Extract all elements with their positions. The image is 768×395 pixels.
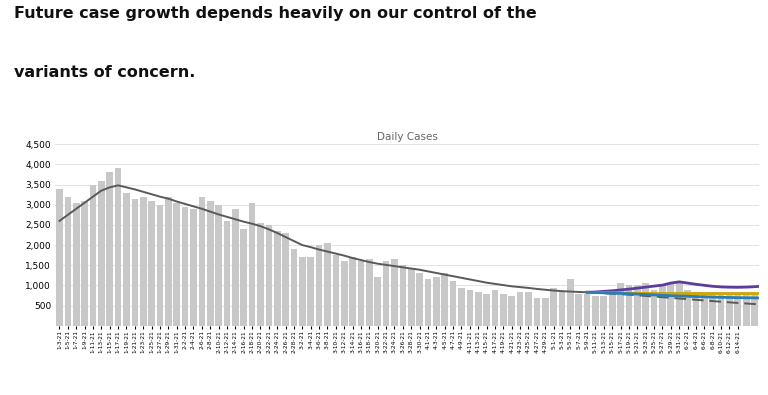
Bar — [399, 265, 406, 326]
Bar — [81, 201, 88, 326]
Bar — [726, 293, 733, 326]
Bar — [223, 221, 230, 326]
Bar — [374, 277, 381, 326]
Bar — [207, 201, 214, 326]
Bar — [601, 295, 607, 326]
Bar — [718, 293, 724, 326]
Bar — [659, 286, 666, 326]
Bar — [433, 277, 440, 326]
Text: variants of concern.: variants of concern. — [14, 65, 195, 80]
Bar — [500, 293, 507, 326]
Bar — [215, 205, 222, 326]
Title: Daily Cases: Daily Cases — [376, 132, 438, 142]
Bar — [525, 292, 531, 326]
Bar — [174, 203, 180, 326]
Bar — [458, 288, 465, 326]
Bar — [307, 257, 314, 326]
Bar — [341, 261, 348, 326]
Bar — [751, 293, 758, 326]
Bar — [182, 207, 188, 326]
Bar — [274, 231, 280, 326]
Bar — [584, 293, 591, 326]
Bar — [266, 225, 272, 326]
Bar — [617, 284, 624, 326]
Bar — [609, 293, 616, 326]
Bar — [693, 292, 700, 326]
Bar — [567, 279, 574, 326]
Bar — [98, 181, 104, 326]
Bar — [416, 273, 423, 326]
Bar — [408, 269, 415, 326]
Bar — [157, 205, 164, 326]
Bar — [684, 290, 691, 326]
Bar — [382, 261, 389, 326]
Bar — [56, 188, 63, 326]
Bar — [483, 293, 490, 326]
Bar — [626, 286, 632, 326]
Bar — [240, 229, 247, 326]
Text: Future case growth depends heavily on our control of the: Future case growth depends heavily on ou… — [14, 6, 537, 21]
Bar — [131, 199, 138, 326]
Bar — [667, 284, 674, 326]
Bar — [425, 279, 432, 326]
Bar — [73, 203, 80, 326]
Bar — [592, 295, 599, 326]
Bar — [283, 233, 289, 326]
Bar — [198, 197, 205, 326]
Bar — [642, 284, 649, 326]
Bar — [107, 173, 113, 326]
Bar — [114, 168, 121, 326]
Bar — [358, 261, 364, 326]
Bar — [316, 245, 323, 326]
Bar — [466, 290, 473, 326]
Bar — [550, 288, 557, 326]
Bar — [165, 197, 172, 326]
Bar — [140, 197, 147, 326]
Bar — [734, 293, 741, 326]
Bar — [257, 223, 264, 326]
Bar — [299, 257, 306, 326]
Bar — [743, 293, 750, 326]
Bar — [366, 259, 372, 326]
Bar — [517, 292, 524, 326]
Bar — [90, 184, 96, 326]
Bar — [650, 290, 657, 326]
Bar — [534, 297, 540, 326]
Bar — [65, 197, 71, 326]
Bar — [290, 249, 297, 326]
Bar — [676, 284, 683, 326]
Bar — [634, 286, 641, 326]
Bar — [492, 290, 498, 326]
Bar — [701, 293, 707, 326]
Bar — [575, 293, 582, 326]
Bar — [123, 193, 130, 326]
Bar — [558, 292, 565, 326]
Bar — [249, 203, 256, 326]
Bar — [391, 259, 398, 326]
Bar — [333, 255, 339, 326]
Bar — [475, 292, 482, 326]
Bar — [508, 295, 515, 326]
Bar — [450, 282, 456, 326]
Bar — [324, 243, 331, 326]
Bar — [190, 209, 197, 326]
Bar — [542, 297, 548, 326]
Bar — [232, 209, 239, 326]
Bar — [349, 257, 356, 326]
Bar — [710, 293, 716, 326]
Bar — [442, 273, 448, 326]
Bar — [148, 201, 155, 326]
